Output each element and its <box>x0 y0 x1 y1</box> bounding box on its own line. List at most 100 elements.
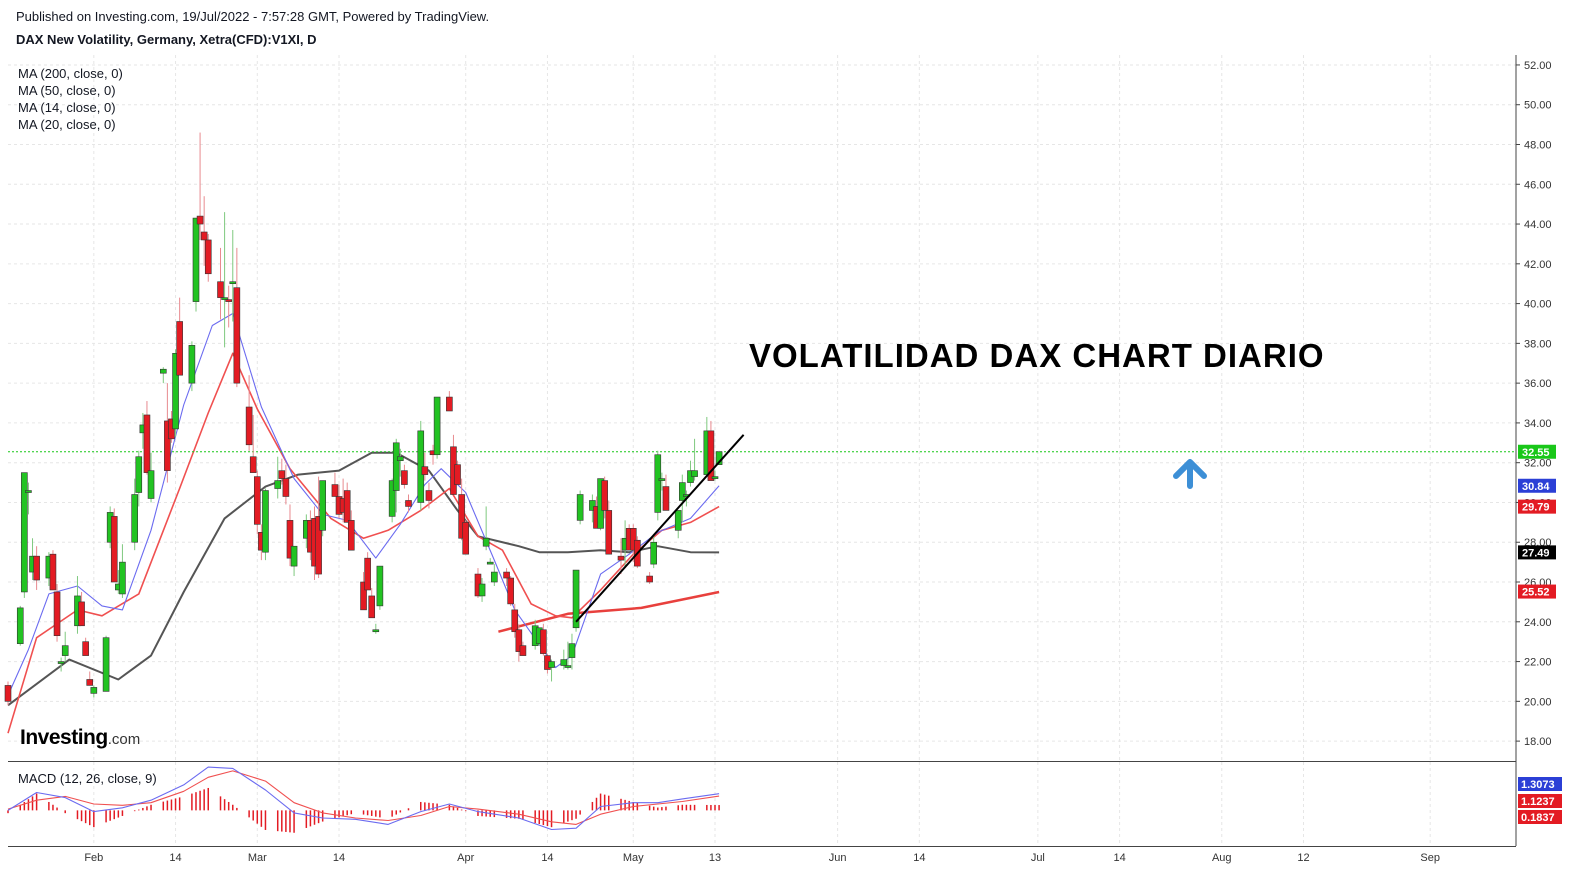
price-label-box <box>1518 499 1556 514</box>
candle-body <box>572 569 580 629</box>
macd-line <box>7 766 720 831</box>
candle-body <box>159 368 167 374</box>
candle-body <box>568 643 576 658</box>
candle-body <box>282 478 290 497</box>
price-label: 25.52 <box>1522 587 1550 599</box>
x-tick-label: May <box>623 852 644 864</box>
x-tick-label: 13 <box>709 852 721 864</box>
candle-body <box>147 470 155 499</box>
x-tick-label: 12 <box>1297 852 1309 864</box>
y-tick-label: 32.00 <box>1524 458 1552 470</box>
candle-body <box>53 591 61 637</box>
candle-body <box>253 476 261 525</box>
candle-body <box>49 553 57 591</box>
candle-body <box>446 396 453 412</box>
candle-body <box>262 490 269 553</box>
candle-body <box>617 555 625 561</box>
candle-body <box>245 406 253 446</box>
price-label: 32.55 <box>1522 447 1550 459</box>
candle-body <box>200 231 208 241</box>
candle-body <box>86 679 94 686</box>
x-tick-label: 14 <box>913 852 925 864</box>
candle-body <box>478 583 486 597</box>
candle-body <box>560 659 568 666</box>
price-label-box <box>1518 545 1556 560</box>
candle-body <box>233 287 241 384</box>
ma14-line <box>7 312 720 696</box>
candle-body <box>347 520 355 551</box>
candle-body <box>225 299 232 302</box>
candle-body <box>392 442 400 491</box>
candle-body <box>343 490 351 523</box>
legend-ma50: MA (50, close, 0) <box>18 83 116 98</box>
x-tick-label: Feb <box>84 852 103 864</box>
x-tick-label: Jun <box>829 852 847 864</box>
x-tick-label: Sep <box>1420 852 1440 864</box>
candle-body <box>274 480 282 489</box>
candle-body <box>691 470 698 477</box>
candle-body <box>576 494 584 521</box>
ma200-line <box>498 590 720 633</box>
x-tick-label: Mar <box>248 852 267 864</box>
candle-body <box>511 609 519 633</box>
ma50-line <box>7 451 720 707</box>
candle-body <box>401 470 408 485</box>
candle-body <box>368 595 376 619</box>
candle-body <box>249 456 257 473</box>
candle-body <box>204 239 212 275</box>
y-tick-label: 24.00 <box>1524 617 1552 629</box>
candle-body <box>4 685 12 702</box>
legend-ma14: MA (14, close, 0) <box>18 100 116 115</box>
price-label-box <box>1518 584 1556 599</box>
y-tick-label: 20.00 <box>1524 696 1552 708</box>
candle-body <box>110 516 118 583</box>
candle-body <box>172 353 179 430</box>
ma20-line <box>7 352 720 734</box>
y-tick-label: 34.00 <box>1524 418 1552 430</box>
investing-logo: Investing.com <box>20 726 140 750</box>
candle-body <box>143 414 151 473</box>
chart-annotation-title: VOLATILIDAD DAX CHART DIARIO <box>749 337 1325 374</box>
logo-text: Investing <box>20 726 108 749</box>
macd-signal-line <box>7 770 720 825</box>
candle-body <box>564 665 572 668</box>
y-tick-label: 40.00 <box>1524 299 1552 311</box>
instrument-title: DAX New Volatility, Germany, Xetra(CFD):… <box>16 32 317 47</box>
price-label: 30.84 <box>1522 481 1550 493</box>
candle-body <box>433 396 441 456</box>
x-tick-label: 14 <box>1113 852 1125 864</box>
y-tick-label: 44.00 <box>1524 219 1552 231</box>
macd-label-box <box>1518 777 1562 791</box>
candle-body <box>397 456 404 462</box>
candle-body <box>319 480 326 531</box>
candle-body <box>131 494 138 543</box>
candle-body <box>425 490 433 501</box>
y-tick-label: 36.00 <box>1524 378 1552 390</box>
candle-body <box>221 297 228 300</box>
candle-body <box>188 345 196 384</box>
candle-body <box>605 510 613 555</box>
ma-legend: MA (200, close, 0) MA (50, close, 0) MA … <box>18 65 123 133</box>
candle-body <box>674 510 682 531</box>
macd-value-label: 0.1837 <box>1521 812 1555 824</box>
x-tick-label: 14 <box>333 852 345 864</box>
candle-body <box>78 601 85 627</box>
candle-body <box>519 645 527 656</box>
candle-body <box>57 661 65 664</box>
candle-body <box>278 470 286 479</box>
candle-body <box>217 281 224 298</box>
candle-body <box>491 571 498 583</box>
candle-body <box>503 571 510 579</box>
candle-body <box>90 687 98 694</box>
candle-body <box>540 629 547 654</box>
candle-body <box>462 522 470 555</box>
candle-body <box>707 430 715 481</box>
candle-body <box>364 557 371 591</box>
candle-body <box>629 528 637 551</box>
candle-body <box>61 645 69 656</box>
y-tick-label: 46.00 <box>1524 179 1552 191</box>
macd-label-box <box>1518 794 1562 808</box>
candle-body <box>454 464 461 485</box>
y-tick-label: 42.00 <box>1524 259 1552 271</box>
